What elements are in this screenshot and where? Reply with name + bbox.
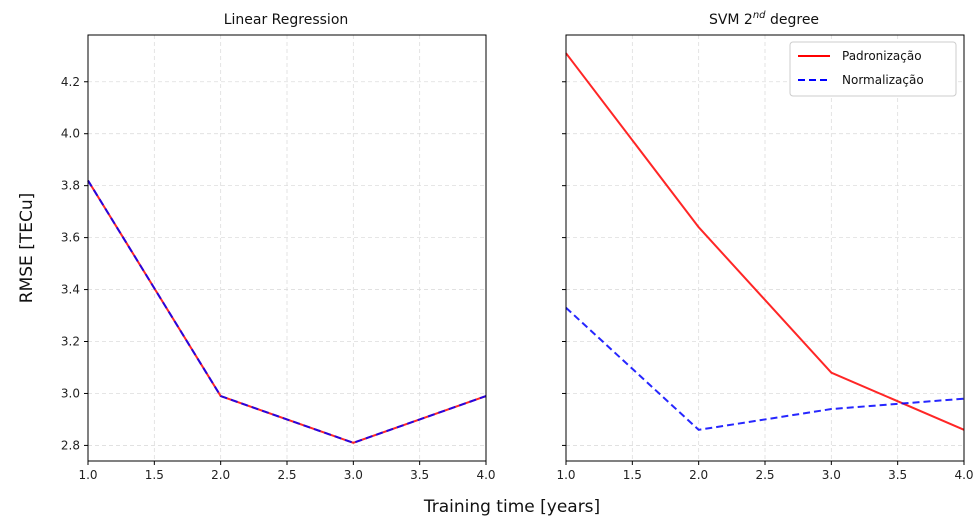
x-ticks: 1.0 1.5 2.0 2.5 3.0 3.5 4.0 bbox=[556, 461, 974, 482]
series-lines bbox=[87, 179, 487, 444]
x-ticks: 1.0 1.5 2.0 2.5 3.0 3.5 4.0 bbox=[78, 461, 496, 482]
legend-label-padronizacao: Padronização bbox=[842, 49, 922, 63]
x-tick-label: 3.0 bbox=[822, 468, 841, 482]
series-lines bbox=[565, 52, 965, 431]
x-tick-label: 1.5 bbox=[623, 468, 642, 482]
x-tick-label: 1.5 bbox=[145, 468, 164, 482]
y-tick-label: 2.8 bbox=[61, 438, 80, 452]
x-tick-label: 2.5 bbox=[755, 468, 774, 482]
y-tick-label: 3.4 bbox=[61, 283, 80, 297]
series-line-1 bbox=[87, 179, 487, 444]
y-tick-label: 3.6 bbox=[61, 231, 80, 245]
x-tick-label: 3.0 bbox=[344, 468, 363, 482]
legend-label-normalizacao: Normalização bbox=[842, 73, 924, 87]
y-tick-label: 4.0 bbox=[61, 127, 80, 141]
x-tick-label: 3.5 bbox=[888, 468, 907, 482]
y-ticks: 2.8 3.0 3.2 3.4 3.6 3.8 4.0 4.2 bbox=[61, 75, 88, 452]
x-tick-label: 2.5 bbox=[277, 468, 296, 482]
y-axis-label: RMSE [TECu] bbox=[17, 193, 37, 303]
y-tick-label: 3.0 bbox=[61, 386, 80, 400]
x-tick-label: 2.0 bbox=[211, 468, 230, 482]
title-superscript: nd bbox=[753, 10, 766, 21]
y-tick-label: 3.8 bbox=[61, 179, 80, 193]
x-tick-label: 3.5 bbox=[410, 468, 429, 482]
x-tick-label: 4.0 bbox=[476, 468, 495, 482]
legend: Padronização Normalização bbox=[789, 41, 957, 97]
panel-linear-regression: Linear Regression 1.0 1.5 2.0 2.5 3.0 3.5 4.0 … bbox=[61, 12, 496, 482]
legend-box bbox=[789, 41, 957, 97]
x-axis-label: Training time [years] bbox=[423, 497, 600, 517]
panel-svm: SVM 2nd degree 1.0 1.5 2.0 2.5 3.0 3.5 4.0 Pad… bbox=[556, 10, 973, 482]
panel-title-svm: SVM 2nd degree bbox=[709, 10, 819, 28]
x-tick-label: 2.0 bbox=[689, 468, 708, 482]
panel-title-linear-regression: Linear Regression bbox=[224, 12, 349, 28]
x-tick-label: 1.0 bbox=[78, 468, 97, 482]
x-tick-label: 1.0 bbox=[556, 468, 575, 482]
series-line-1 bbox=[565, 307, 965, 431]
y-tick-label: 4.2 bbox=[61, 75, 80, 89]
grid-lines bbox=[565, 35, 965, 461]
series-line-0 bbox=[565, 52, 965, 431]
y-tick-label: 3.2 bbox=[61, 335, 80, 349]
grid-lines bbox=[87, 35, 487, 461]
x-tick-label: 4.0 bbox=[954, 468, 973, 482]
y-ticks bbox=[562, 81, 566, 446]
